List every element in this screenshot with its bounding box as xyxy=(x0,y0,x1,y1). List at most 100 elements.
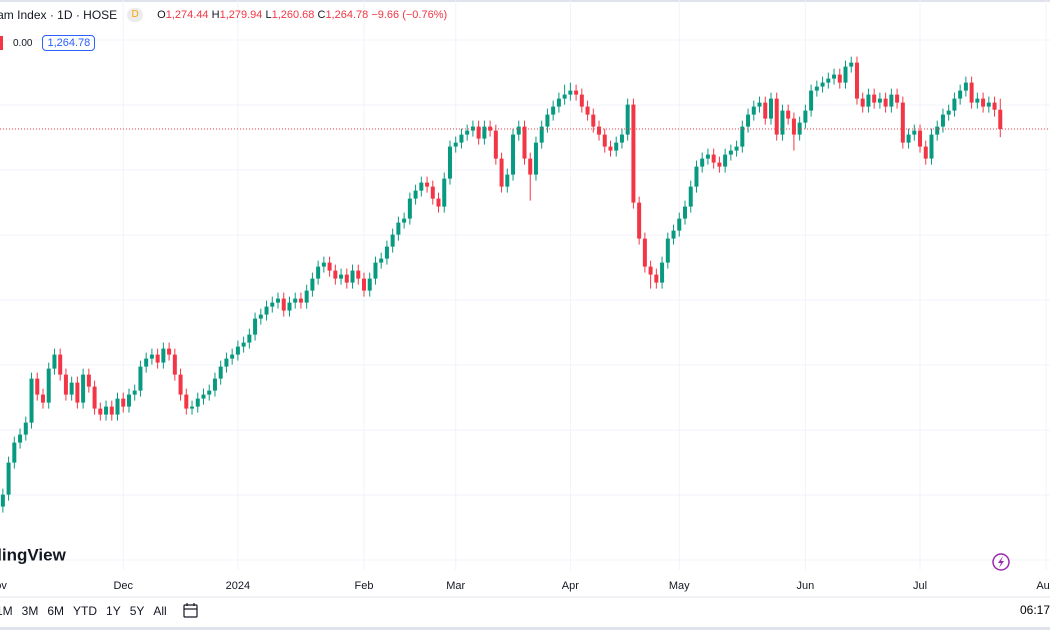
candle-body xyxy=(339,274,344,279)
candle-body xyxy=(276,298,281,303)
candle-body xyxy=(940,114,945,127)
candle-body xyxy=(356,270,361,279)
candle-body xyxy=(190,406,195,409)
candle-body xyxy=(866,94,871,107)
candle-body xyxy=(138,366,143,391)
l-value: 1,260.68 xyxy=(271,9,315,21)
candle-body xyxy=(92,386,97,409)
candle-body xyxy=(981,98,986,107)
candle-body xyxy=(671,230,676,239)
candle-body xyxy=(230,354,235,359)
candle-body xyxy=(734,146,739,151)
candle-body xyxy=(505,174,510,187)
candle-body xyxy=(447,146,452,179)
candle-body xyxy=(235,346,240,355)
candle-body xyxy=(574,90,579,95)
candle-body xyxy=(952,98,957,111)
candle-body xyxy=(751,106,756,115)
clock: 06:17 xyxy=(1020,603,1050,617)
candle-body xyxy=(6,462,11,495)
candle-body xyxy=(298,298,303,303)
range-button[interactable]: YTD xyxy=(73,604,98,618)
ohlc: O1,274.44 H1,279.94 L1,260.68 C1,264.78 … xyxy=(157,9,447,21)
price-tag: 1,264.78 xyxy=(42,35,96,51)
x-tick-label: Aug xyxy=(1036,580,1050,592)
candle-body xyxy=(958,90,963,99)
candle-body xyxy=(797,122,802,135)
candle-body xyxy=(975,98,980,103)
candle-body xyxy=(132,390,137,395)
interval-badge[interactable]: D xyxy=(127,8,144,22)
x-tick-label: Nov xyxy=(0,580,7,592)
candle-body xyxy=(791,118,796,135)
candle-body xyxy=(843,66,848,83)
lightning-icon[interactable] xyxy=(992,553,1010,571)
candle-body xyxy=(258,314,263,319)
candle-body xyxy=(12,442,17,463)
candle-body xyxy=(476,126,481,139)
candle-body xyxy=(539,126,544,143)
range-button[interactable]: All xyxy=(153,604,167,618)
candle-body xyxy=(224,358,229,367)
candle-body xyxy=(568,90,573,95)
candle-body xyxy=(218,366,223,379)
range-button[interactable]: 1M xyxy=(0,604,13,618)
range-button[interactable]: 6M xyxy=(47,604,65,618)
candle-body xyxy=(379,258,384,263)
candle-body xyxy=(597,126,602,135)
candle-body xyxy=(35,378,40,395)
candle-body xyxy=(69,382,74,395)
candle-body xyxy=(591,114,596,127)
candle-body xyxy=(436,198,441,207)
candle-body xyxy=(247,334,252,343)
candle-body xyxy=(419,182,424,191)
candle-body xyxy=(780,110,785,135)
candle-body xyxy=(918,130,923,147)
candle-body xyxy=(361,278,366,291)
candle-body xyxy=(614,142,619,151)
candle-body xyxy=(390,234,395,247)
candle-body xyxy=(774,98,779,135)
candle-body xyxy=(786,110,791,119)
candle-body xyxy=(384,246,389,259)
candle-body xyxy=(178,374,183,395)
range-button[interactable]: 1Y xyxy=(106,604,121,618)
candle-body xyxy=(344,274,349,283)
candle-body xyxy=(402,218,407,223)
c-label: C xyxy=(317,9,326,21)
candle-body xyxy=(430,186,435,199)
candle-body xyxy=(683,206,688,219)
candle-body xyxy=(872,94,877,103)
candle-body xyxy=(23,422,28,435)
candle-body xyxy=(511,134,516,175)
candle-body xyxy=(883,98,888,107)
candle-body xyxy=(562,94,567,99)
x-tick-label: May xyxy=(669,580,690,592)
candle-body xyxy=(46,368,51,403)
range-button[interactable]: 5Y xyxy=(129,604,145,618)
candle-body xyxy=(923,146,928,159)
candle-body xyxy=(740,126,745,147)
candle-body xyxy=(648,266,653,275)
candle-body xyxy=(516,126,521,135)
candle-body xyxy=(493,130,498,159)
candle-body xyxy=(18,434,23,443)
candle-body xyxy=(144,358,149,367)
candle-body xyxy=(207,390,212,395)
candle-body xyxy=(241,342,246,347)
candle-body xyxy=(746,114,751,127)
candle-body xyxy=(602,134,607,147)
candle-body xyxy=(304,290,309,303)
candle-body xyxy=(556,98,561,107)
candle-body xyxy=(889,94,894,107)
candle-body xyxy=(149,354,154,359)
candle-body xyxy=(327,262,332,271)
calendar-icon[interactable] xyxy=(183,603,198,618)
candle-body xyxy=(963,82,968,91)
candle-body xyxy=(929,134,934,159)
candle-body xyxy=(121,398,126,407)
candle-body xyxy=(172,354,177,375)
range-button[interactable]: 3M xyxy=(21,604,39,618)
candle-body xyxy=(184,394,189,409)
